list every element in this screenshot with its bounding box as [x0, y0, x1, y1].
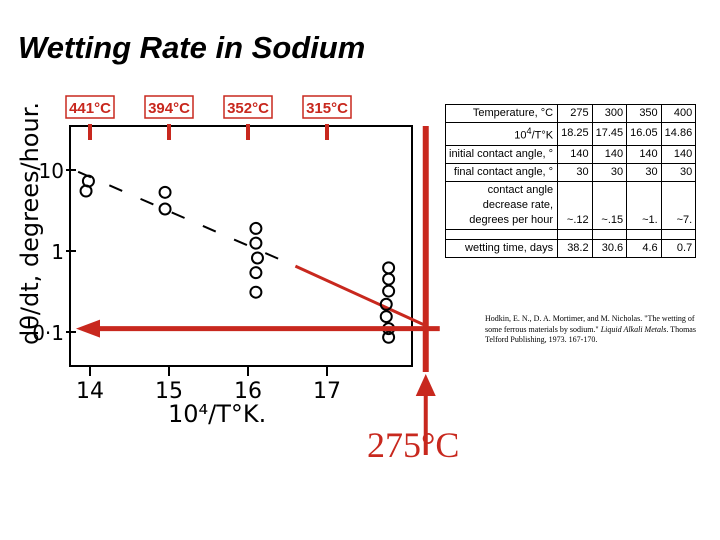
table-cell: 140	[626, 144, 662, 164]
table-cell: 14.86	[660, 122, 697, 146]
data-point-15	[382, 330, 396, 344]
table-row: Temperature, °C 275 300 350 400	[444, 104, 697, 123]
temp-label-0: 441°C	[65, 95, 115, 140]
plot-frame	[69, 125, 413, 367]
up-arrowhead-icon	[415, 374, 436, 396]
table-row-label: initial contact angle, °	[444, 144, 559, 164]
table-cell: 275	[557, 104, 593, 123]
table-row: 104/T°K 18.25 17.45 16.05 14.86	[444, 122, 697, 146]
x-axis-label: 10⁴/T°K.	[168, 400, 266, 428]
data-point-7	[249, 266, 263, 280]
arrow-temperature-label: 275°C	[367, 425, 460, 465]
temp-label-text: 441°C	[69, 100, 111, 117]
table-row-label: Temperature, °C	[444, 104, 559, 123]
temp-label-box	[302, 95, 352, 119]
table-cell: 350	[626, 104, 662, 123]
y-tick-label: 0·1	[32, 321, 64, 345]
table-cell: 16.05	[626, 122, 662, 146]
table-cell: ~.12	[557, 180, 593, 230]
data-point-11	[382, 284, 396, 298]
data-table: Temperature, °C 275 300 350 400 104/T°K 18.25 1…	[444, 104, 697, 258]
table-row-label: 104/T°K	[444, 122, 559, 146]
table-cell: 17.45	[591, 122, 628, 146]
table-cell: 4.6	[626, 238, 662, 258]
trend-lines	[77, 170, 427, 327]
table-row	[444, 228, 697, 240]
data-point-13	[379, 310, 393, 324]
table-cell: 400	[660, 104, 697, 123]
y-tick-label: 1	[51, 240, 64, 264]
temp-label-box	[65, 95, 115, 119]
citation-authors: Hodkin, E. N., D. A. Mortimer, and M. Ni…	[485, 314, 695, 334]
temp-label-text: 352°C	[227, 100, 269, 117]
temp-label-1: 394°C	[144, 95, 194, 140]
slide-title: Wetting Rate in Sodium	[18, 30, 366, 65]
temp-label-text: 315°C	[306, 100, 348, 117]
table-cell: ~1.	[626, 180, 662, 230]
table-cell: 18.25	[557, 122, 593, 146]
axis-ticks: 14 15 16 17 10 1 0·1	[32, 159, 341, 404]
data-point-1	[81, 174, 95, 188]
table-cell: 140	[660, 144, 697, 164]
table-cell: 30.6	[591, 238, 628, 258]
table-cell: 30	[557, 162, 593, 182]
plot-border	[69, 125, 413, 367]
table-cell: ~.15	[591, 180, 628, 230]
x-tick-label: 16	[234, 379, 262, 404]
y-tick-label: 10	[39, 159, 64, 183]
table-row-label: final contact angle, °	[444, 162, 559, 182]
table-row: wetting time, days 38.2 30.6 4.6 0.7	[444, 238, 697, 258]
data-point-8	[249, 285, 263, 299]
table-cell: 38.2	[557, 238, 593, 258]
temperature-labels: 441°C 394°C 352°C 315°C	[65, 95, 352, 140]
temp-label-3: 315°C	[302, 95, 352, 140]
table-cell: 30	[626, 162, 662, 182]
table-cell: 140	[557, 144, 593, 164]
table-row: contact angle decrease rate, degrees per h…	[444, 180, 697, 230]
trend-dashed-line	[77, 170, 296, 268]
table-row: final contact angle, ° 30 30 30 30	[444, 162, 697, 182]
table-cell: 140	[591, 144, 628, 164]
data-point-9	[382, 261, 396, 275]
table-row: initial contact angle, ° 140 140 140 140	[444, 144, 697, 164]
citation-publisher: . Thomas Telford Publishing, 1973. 167-1…	[485, 324, 696, 345]
data-point-12	[379, 297, 393, 311]
temp-label-2: 352°C	[223, 95, 273, 140]
table-row-label: contact angle decrease rate, degrees per h…	[444, 180, 559, 230]
data-point-5	[249, 236, 263, 250]
table-cell: ~7.	[660, 180, 697, 230]
data-points	[79, 174, 396, 344]
data-point-3	[158, 202, 172, 216]
trend-extrapolated-line	[294, 264, 427, 327]
data-point-6	[250, 251, 264, 265]
table-cell: 0.7	[660, 238, 697, 258]
x-tick-label: 14	[76, 379, 104, 404]
x-tick-label: 17	[313, 379, 341, 404]
temp-label-box	[223, 95, 273, 119]
temp-label-box	[144, 95, 194, 119]
table-row-label: wetting time, days	[444, 238, 559, 258]
citation-source: Liquid Alkali Metals	[600, 324, 667, 334]
table-cell: 300	[591, 104, 628, 123]
extrapolation-markers	[76, 126, 440, 455]
table-cell: 30	[591, 162, 628, 182]
data-point-4	[249, 221, 263, 235]
left-arrowhead-icon	[76, 319, 100, 338]
temp-label-text: 394°C	[148, 100, 190, 117]
data-point-2	[158, 185, 172, 199]
y-axis-label: dθ/dt, degrees/hour.	[16, 102, 44, 345]
citation: Hodkin, E. N., D. A. Mortimer, and M. Ni…	[485, 314, 697, 346]
table-cell: 30	[660, 162, 697, 182]
data-point-10	[382, 272, 396, 286]
x-tick-label: 15	[155, 379, 183, 404]
